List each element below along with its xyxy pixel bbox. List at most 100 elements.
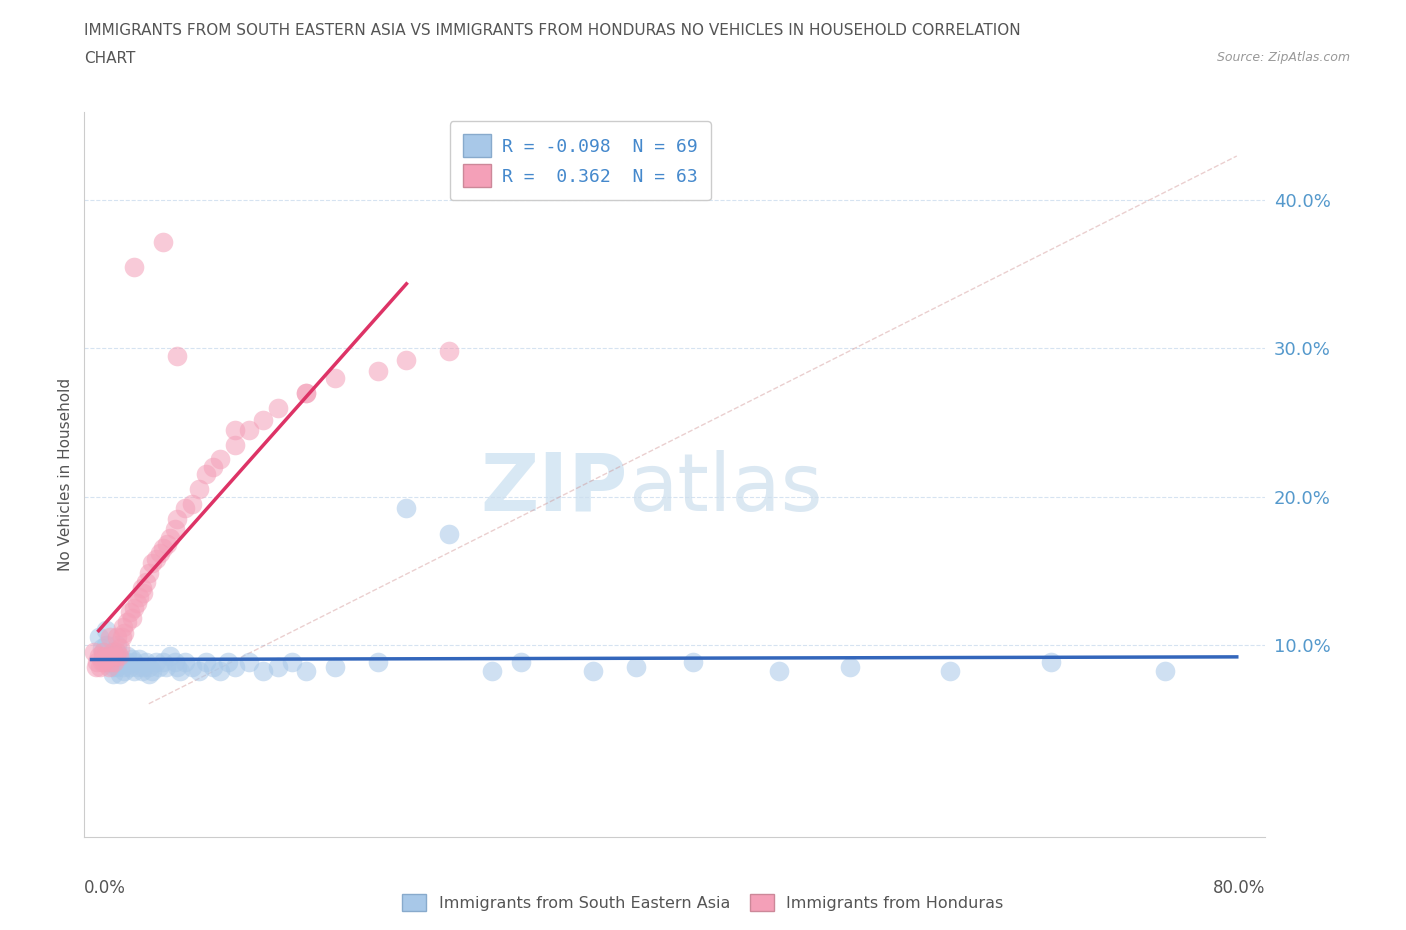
Point: [155, 659, 177, 674]
Point: [132, 585, 155, 600]
Point: [121, 652, 143, 667]
Point: [103, 655, 125, 670]
Point: [169, 664, 191, 679]
Point: [105, 637, 128, 652]
Point: [94, 622, 117, 637]
Point: [131, 664, 153, 679]
Point: [217, 655, 239, 670]
Point: [187, 482, 209, 497]
Point: [84, 659, 107, 674]
Point: [114, 625, 136, 640]
Point: [1154, 664, 1177, 679]
Point: [104, 649, 127, 664]
Point: [114, 664, 136, 679]
Point: [266, 659, 288, 674]
Point: [93, 655, 115, 670]
Point: [839, 659, 862, 674]
Point: [127, 595, 149, 610]
Point: [98, 630, 121, 644]
Point: [209, 452, 232, 467]
Point: [104, 644, 127, 659]
Point: [107, 649, 129, 664]
Point: [152, 541, 174, 556]
Point: [100, 649, 122, 664]
Point: [135, 655, 157, 670]
Point: [439, 526, 461, 541]
Point: [939, 664, 962, 679]
Y-axis label: No Vehicles in Household: No Vehicles in Household: [58, 378, 73, 571]
Point: [98, 655, 121, 670]
Legend: R = -0.098  N = 69, R =  0.362  N = 63: R = -0.098 N = 69, R = 0.362 N = 63: [450, 121, 711, 201]
Point: [156, 537, 179, 551]
Point: [195, 655, 218, 670]
Point: [97, 649, 120, 664]
Point: [238, 655, 260, 670]
Point: [120, 659, 142, 674]
Point: [149, 545, 172, 560]
Point: [94, 637, 117, 652]
Point: [395, 501, 418, 516]
Point: [224, 437, 246, 452]
Point: [105, 630, 128, 644]
Point: [100, 644, 122, 659]
Point: [295, 664, 318, 679]
Point: [101, 644, 124, 659]
Point: [87, 649, 110, 664]
Point: [83, 644, 105, 659]
Point: [132, 659, 155, 674]
Point: [105, 659, 128, 674]
Point: [152, 234, 174, 249]
Text: IMMIGRANTS FROM SOUTH EASTERN ASIA VS IMMIGRANTS FROM HONDURAS NO VEHICLES IN HO: IMMIGRANTS FROM SOUTH EASTERN ASIA VS IM…: [84, 23, 1021, 38]
Point: [295, 385, 318, 400]
Legend: Immigrants from South Eastern Asia, Immigrants from Honduras: Immigrants from South Eastern Asia, Immi…: [396, 888, 1010, 917]
Point: [138, 566, 160, 581]
Point: [295, 385, 318, 400]
Point: [90, 655, 112, 670]
Point: [138, 667, 160, 682]
Point: [131, 581, 153, 596]
Point: [323, 371, 346, 386]
Point: [163, 655, 186, 670]
Point: [108, 667, 131, 682]
Point: [152, 655, 174, 670]
Point: [117, 615, 139, 630]
Point: [159, 530, 181, 545]
Point: [166, 512, 188, 526]
Point: [768, 664, 790, 679]
Point: [141, 556, 163, 571]
Point: [252, 664, 274, 679]
Point: [624, 659, 647, 674]
Point: [101, 667, 124, 682]
Text: 0.0%: 0.0%: [84, 879, 127, 897]
Point: [145, 655, 167, 670]
Point: [439, 344, 461, 359]
Point: [91, 649, 114, 664]
Point: [166, 659, 188, 674]
Point: [266, 400, 288, 415]
Point: [173, 655, 195, 670]
Point: [110, 630, 132, 644]
Point: [87, 630, 110, 644]
Point: [91, 644, 114, 659]
Point: [173, 501, 195, 516]
Point: [94, 652, 117, 667]
Point: [581, 664, 603, 679]
Text: Source: ZipAtlas.com: Source: ZipAtlas.com: [1216, 51, 1350, 64]
Point: [367, 364, 389, 379]
Point: [128, 590, 150, 604]
Point: [101, 659, 124, 674]
Point: [124, 600, 146, 615]
Point: [111, 659, 134, 674]
Point: [117, 649, 139, 664]
Point: [94, 652, 117, 667]
Point: [97, 659, 120, 674]
Point: [135, 575, 157, 590]
Point: [111, 619, 134, 634]
Point: [117, 655, 139, 670]
Point: [180, 497, 202, 512]
Point: [145, 551, 167, 566]
Point: [209, 664, 232, 679]
Point: [166, 349, 188, 364]
Point: [138, 659, 160, 674]
Point: [252, 412, 274, 427]
